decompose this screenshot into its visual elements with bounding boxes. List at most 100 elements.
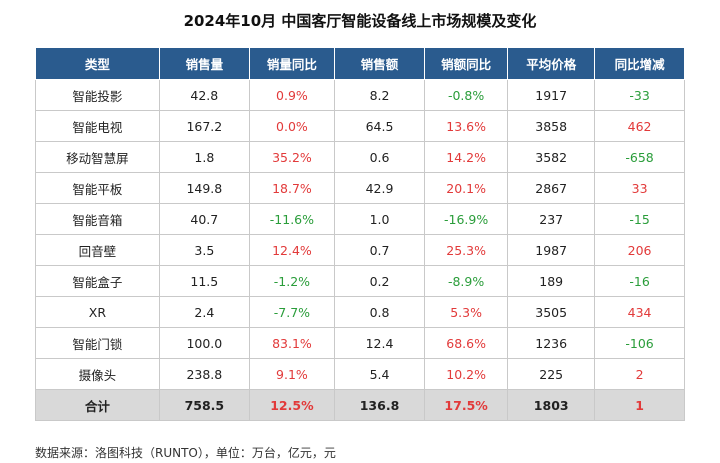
cell: 10.2% — [423, 358, 509, 390]
title: 2024年10月 中国客厅智能设备线上市场规模及变化 — [183, 12, 537, 30]
column-header: 类型 — [35, 47, 160, 80]
cell: 0.8 — [334, 296, 425, 328]
cell: -7.7% — [248, 296, 336, 328]
row-label: 智能盒子 — [35, 265, 160, 297]
row-label: XR — [35, 296, 160, 328]
cell: 167.2 — [158, 110, 250, 142]
cell: 3858 — [507, 110, 596, 142]
table-row: 移动智慧屏 1.8 35.2% 0.6 14.2% 3582 -658 — [35, 141, 685, 173]
cell: 1803 — [507, 389, 596, 421]
table-row: XR 2.4 -7.7% 0.8 5.3% 3505 434 — [35, 296, 685, 328]
cell: 1.8 — [158, 141, 250, 173]
column-header: 销售量 — [158, 47, 250, 80]
cell: 0.7 — [334, 234, 425, 266]
cell: 434 — [594, 296, 685, 328]
table-row: 智能门锁 100.0 83.1% 12.4 68.6% 1236 -106 — [35, 327, 685, 359]
column-header: 平均价格 — [507, 47, 596, 80]
table-row: 智能电视 167.2 0.0% 64.5 13.6% 3858 462 — [35, 110, 685, 142]
cell: 33 — [594, 172, 685, 204]
row-label: 智能电视 — [35, 110, 160, 142]
cell: 1236 — [507, 327, 596, 359]
cell: 3.5 — [158, 234, 250, 266]
row-label: 摄像头 — [35, 358, 160, 390]
cell: -0.8% — [423, 79, 509, 111]
cell: 0.6 — [334, 141, 425, 173]
cell: 17.5% — [423, 389, 509, 421]
cell: 1 — [594, 389, 685, 421]
cell: -33 — [594, 79, 685, 111]
row-label: 智能门锁 — [35, 327, 160, 359]
cell: 3505 — [507, 296, 596, 328]
cell: 13.6% — [423, 110, 509, 142]
total-row: 合计 758.5 12.5% 136.8 17.5% 1803 1 — [35, 389, 685, 421]
cell: 42.9 — [334, 172, 425, 204]
cell: 9.1% — [248, 358, 336, 390]
cell: 42.8 — [158, 79, 250, 111]
cell: 1987 — [507, 234, 596, 266]
cell: -16 — [594, 265, 685, 297]
cell: 1.0 — [334, 203, 425, 235]
cell: 2.4 — [158, 296, 250, 328]
cell: 0.0% — [248, 110, 336, 142]
data-table: 类型 销售量 销量同比 销售额 销额同比 平均价格 同比增减 智能投影 42.8 0.9% 8.2… — [35, 47, 685, 421]
cell: 12.4 — [334, 327, 425, 359]
row-label: 智能平板 — [35, 172, 160, 204]
cell: 206 — [594, 234, 685, 266]
cell: 25.3% — [423, 234, 509, 266]
cell: 5.3% — [423, 296, 509, 328]
cell: -1.2% — [248, 265, 336, 297]
header-row: 类型 销售量 销量同比 销售额 销额同比 平均价格 同比增减 — [35, 47, 685, 80]
cell: 35.2% — [248, 141, 336, 173]
row-label: 合计 — [35, 389, 160, 421]
cell: 758.5 — [158, 389, 250, 421]
cell: 64.5 — [334, 110, 425, 142]
column-header: 销量同比 — [248, 47, 336, 80]
table-body: 智能投影 42.8 0.9% 8.2 -0.8% 1917 -33 智能电视 167.2 0.0%… — [35, 79, 685, 421]
cell: 2867 — [507, 172, 596, 204]
cell: -658 — [594, 141, 685, 173]
column-header: 销额同比 — [423, 47, 509, 80]
cell: 225 — [507, 358, 596, 390]
cell: 0.2 — [334, 265, 425, 297]
cell: -11.6% — [248, 203, 336, 235]
table-row: 智能盒子 11.5 -1.2% 0.2 -8.9% 189 -16 — [35, 265, 685, 297]
cell: 12.4% — [248, 234, 336, 266]
cell: 83.1% — [248, 327, 336, 359]
cell: 11.5 — [158, 265, 250, 297]
cell: 8.2 — [334, 79, 425, 111]
column-header: 同比增减 — [594, 47, 685, 80]
cell: 0.9% — [248, 79, 336, 111]
row-label: 智能音箱 — [35, 203, 160, 235]
cell: 237 — [507, 203, 596, 235]
cell: -15 — [594, 203, 685, 235]
cell: 1917 — [507, 79, 596, 111]
row-label: 智能投影 — [35, 79, 160, 111]
cell: 2 — [594, 358, 685, 390]
cell: 20.1% — [423, 172, 509, 204]
cell: 12.5% — [248, 389, 336, 421]
source-note: 数据来源：洛图科技（RUNTO），单位：万台，亿元，元 — [35, 446, 336, 460]
table-row: 智能平板 149.8 18.7% 42.9 20.1% 2867 33 — [35, 172, 685, 204]
cell: 149.8 — [158, 172, 250, 204]
cell: 5.4 — [334, 358, 425, 390]
cell: -8.9% — [423, 265, 509, 297]
table-row: 回音壁 3.5 12.4% 0.7 25.3% 1987 206 — [35, 234, 685, 266]
row-label: 移动智慧屏 — [35, 141, 160, 173]
cell: 14.2% — [423, 141, 509, 173]
row-label: 回音壁 — [35, 234, 160, 266]
cell: -106 — [594, 327, 685, 359]
column-header: 销售额 — [334, 47, 425, 80]
table-row: 智能音箱 40.7 -11.6% 1.0 -16.9% 237 -15 — [35, 203, 685, 235]
cell: -16.9% — [423, 203, 509, 235]
table-row: 摄像头 238.8 9.1% 5.4 10.2% 225 2 — [35, 358, 685, 390]
cell: 136.8 — [334, 389, 425, 421]
cell: 3582 — [507, 141, 596, 173]
cell: 40.7 — [158, 203, 250, 235]
cell: 189 — [507, 265, 596, 297]
cell: 462 — [594, 110, 685, 142]
cell: 100.0 — [158, 327, 250, 359]
cell: 68.6% — [423, 327, 509, 359]
cell: 238.8 — [158, 358, 250, 390]
cell: 18.7% — [248, 172, 336, 204]
